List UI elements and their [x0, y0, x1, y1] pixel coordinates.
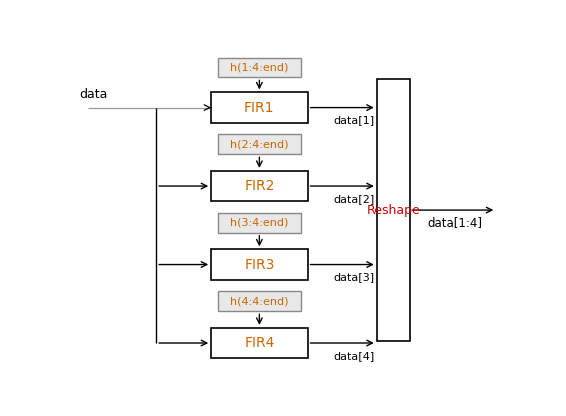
Text: h(1:4:end): h(1:4:end): [230, 62, 289, 72]
Text: h(2:4:end): h(2:4:end): [230, 139, 289, 149]
Text: FIR2: FIR2: [244, 179, 275, 193]
Bar: [218, 134, 301, 154]
Text: Reshape: Reshape: [366, 203, 420, 217]
Bar: [377, 79, 410, 342]
Text: data[4]: data[4]: [333, 351, 375, 361]
Text: h(4:4:end): h(4:4:end): [230, 296, 289, 306]
Bar: [218, 292, 301, 311]
Text: data[3]: data[3]: [333, 272, 375, 282]
Bar: [218, 57, 301, 77]
Bar: [211, 328, 308, 358]
Text: data: data: [79, 88, 108, 101]
Text: FIR1: FIR1: [244, 101, 275, 114]
Text: FIR4: FIR4: [244, 336, 275, 350]
Bar: [211, 171, 308, 201]
Text: data[1:4]: data[1:4]: [427, 216, 482, 230]
Text: FIR3: FIR3: [244, 258, 275, 272]
Bar: [218, 213, 301, 233]
Text: data[2]: data[2]: [333, 194, 375, 204]
Text: data[1]: data[1]: [333, 116, 375, 126]
Bar: [211, 92, 308, 123]
Text: h(3:4:end): h(3:4:end): [230, 218, 289, 228]
Bar: [211, 249, 308, 280]
